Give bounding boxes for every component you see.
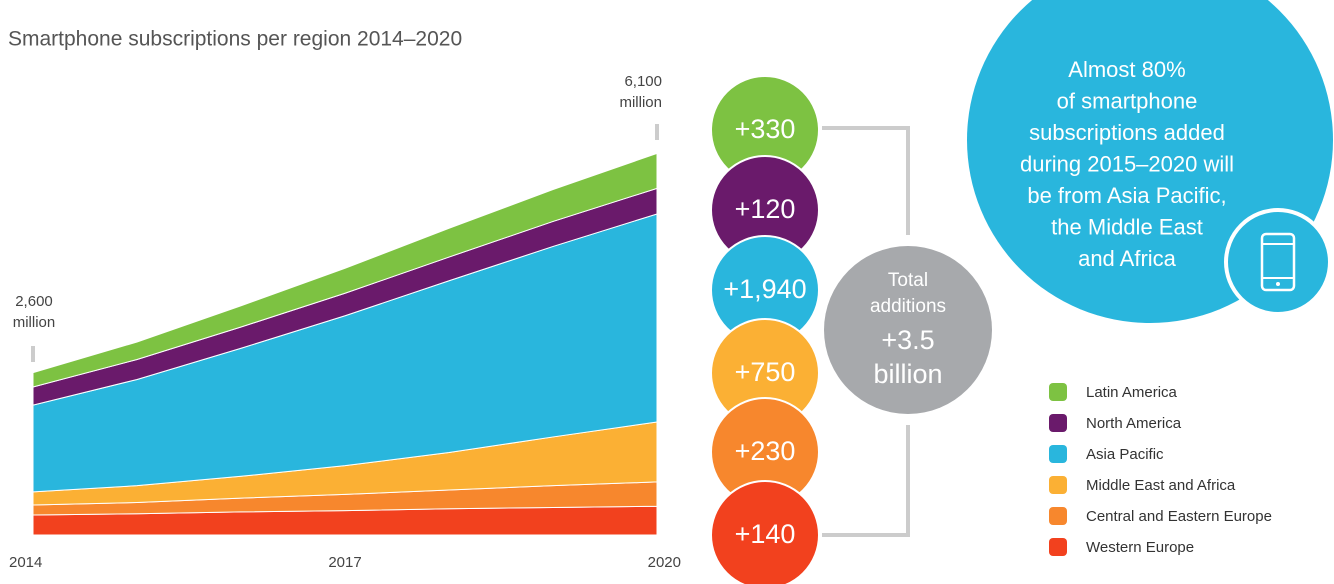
- annotation: million: [13, 314, 56, 331]
- addition-bubble: [710, 480, 820, 584]
- bracket: [822, 126, 910, 537]
- legend-label: Western Europe: [1086, 539, 1194, 556]
- x-tick-label: 2017: [328, 554, 361, 571]
- callout-text: Almost 80%: [1068, 57, 1185, 82]
- callout-text: subscriptions added: [1029, 120, 1225, 145]
- total-circle: [824, 246, 992, 414]
- legend-swatch: [1049, 476, 1067, 494]
- area: [32, 152, 658, 388]
- phone-badge: [1224, 208, 1332, 316]
- addition-label: +140: [735, 519, 796, 549]
- callout-text: and Africa: [1078, 246, 1177, 271]
- annotation: 2,600: [15, 293, 53, 310]
- addition-label: +330: [735, 114, 796, 144]
- legend-label: Asia Pacific: [1086, 446, 1164, 463]
- x-tick-label: 2014: [9, 554, 42, 571]
- addition-label: +230: [735, 436, 796, 466]
- callout-text: be from Asia Pacific,: [1027, 183, 1226, 208]
- total-text: additions: [870, 296, 946, 317]
- x-tick-label: 2020: [648, 554, 681, 571]
- legend-swatch: [1049, 383, 1067, 401]
- legend-label: Latin America: [1086, 384, 1178, 401]
- callout-text: of smartphone: [1057, 88, 1198, 113]
- chart-title: Smartphone subscriptions per region 2014…: [8, 28, 462, 51]
- annotation: 6,100: [624, 73, 662, 90]
- legend-label: Middle East and Africa: [1086, 477, 1236, 494]
- legend-swatch: [1049, 445, 1067, 463]
- total-text: Total: [888, 270, 928, 291]
- phone-icon: [1276, 282, 1280, 286]
- callout-text: during 2015–2020 will: [1020, 151, 1234, 176]
- addition-label: +1,940: [723, 274, 806, 304]
- annotation: million: [619, 94, 662, 111]
- legend-label: Central and Eastern Europe: [1086, 508, 1272, 525]
- addition-label: +750: [735, 357, 796, 387]
- total-text: +3.5: [881, 325, 934, 355]
- addition-label: +120: [735, 194, 796, 224]
- legend-label: North America: [1086, 415, 1182, 432]
- total-text: billion: [873, 359, 942, 389]
- legend-swatch: [1049, 538, 1067, 556]
- callout-text: the Middle East: [1051, 214, 1203, 239]
- legend-swatch: [1049, 507, 1067, 525]
- chart-body: 2014 2017 2020 2,600 million 6,100 million +330…: [9, 0, 1333, 584]
- legend-swatch: [1049, 414, 1067, 432]
- phone-icon: [1260, 232, 1296, 292]
